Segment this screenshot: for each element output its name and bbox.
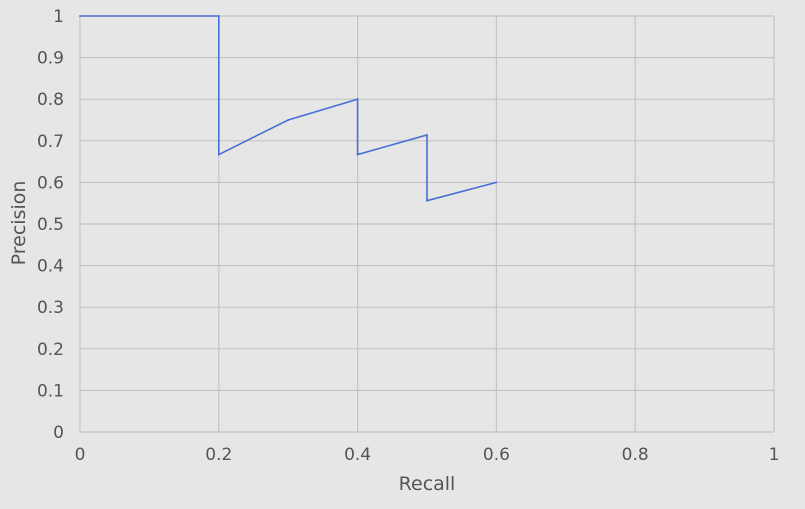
y-tick-label: 0.9 bbox=[37, 49, 64, 69]
series-point bbox=[426, 134, 428, 136]
y-tick-label: 0 bbox=[53, 423, 64, 443]
y-axis-label: Precision bbox=[8, 181, 30, 266]
x-axis-label: Recall bbox=[399, 473, 456, 495]
y-tick-label: 0.7 bbox=[37, 132, 64, 152]
y-tick-label: 1 bbox=[53, 7, 64, 27]
series-point bbox=[217, 15, 220, 17]
series-point bbox=[356, 98, 359, 101]
tick-layer: 0 0.1 0.2 0.3 0.4 0.5 0.6 0.7 0.8 0.9 1 0 0.2 0.4 0.6 0… bbox=[37, 7, 779, 465]
x-tick-label: 0.4 bbox=[344, 445, 371, 465]
y-tick-label: 0.5 bbox=[37, 215, 64, 235]
y-tick-label: 0.6 bbox=[37, 173, 64, 193]
x-tick-label: 1 bbox=[769, 445, 780, 465]
x-tick-label: 0.6 bbox=[483, 445, 510, 465]
series-layer bbox=[79, 15, 498, 202]
y-tick-label: 0.2 bbox=[37, 340, 64, 360]
series-point bbox=[356, 153, 359, 156]
grid-layer bbox=[79, 15, 775, 433]
series-point bbox=[495, 181, 498, 184]
y-tick-label: 0.8 bbox=[37, 90, 64, 110]
x-tick-label: 0.8 bbox=[622, 445, 649, 465]
series-point bbox=[287, 119, 290, 121]
series-point bbox=[217, 153, 220, 156]
y-tick-label: 0.1 bbox=[37, 381, 64, 401]
y-tick-label: 0.4 bbox=[37, 257, 64, 277]
series-point bbox=[79, 15, 81, 17]
series-point bbox=[426, 199, 428, 202]
y-tick-label: 0.3 bbox=[37, 298, 64, 318]
x-tick-label: 0.2 bbox=[205, 445, 232, 465]
series-line bbox=[80, 15, 497, 202]
x-tick-label: 0 bbox=[75, 445, 86, 465]
